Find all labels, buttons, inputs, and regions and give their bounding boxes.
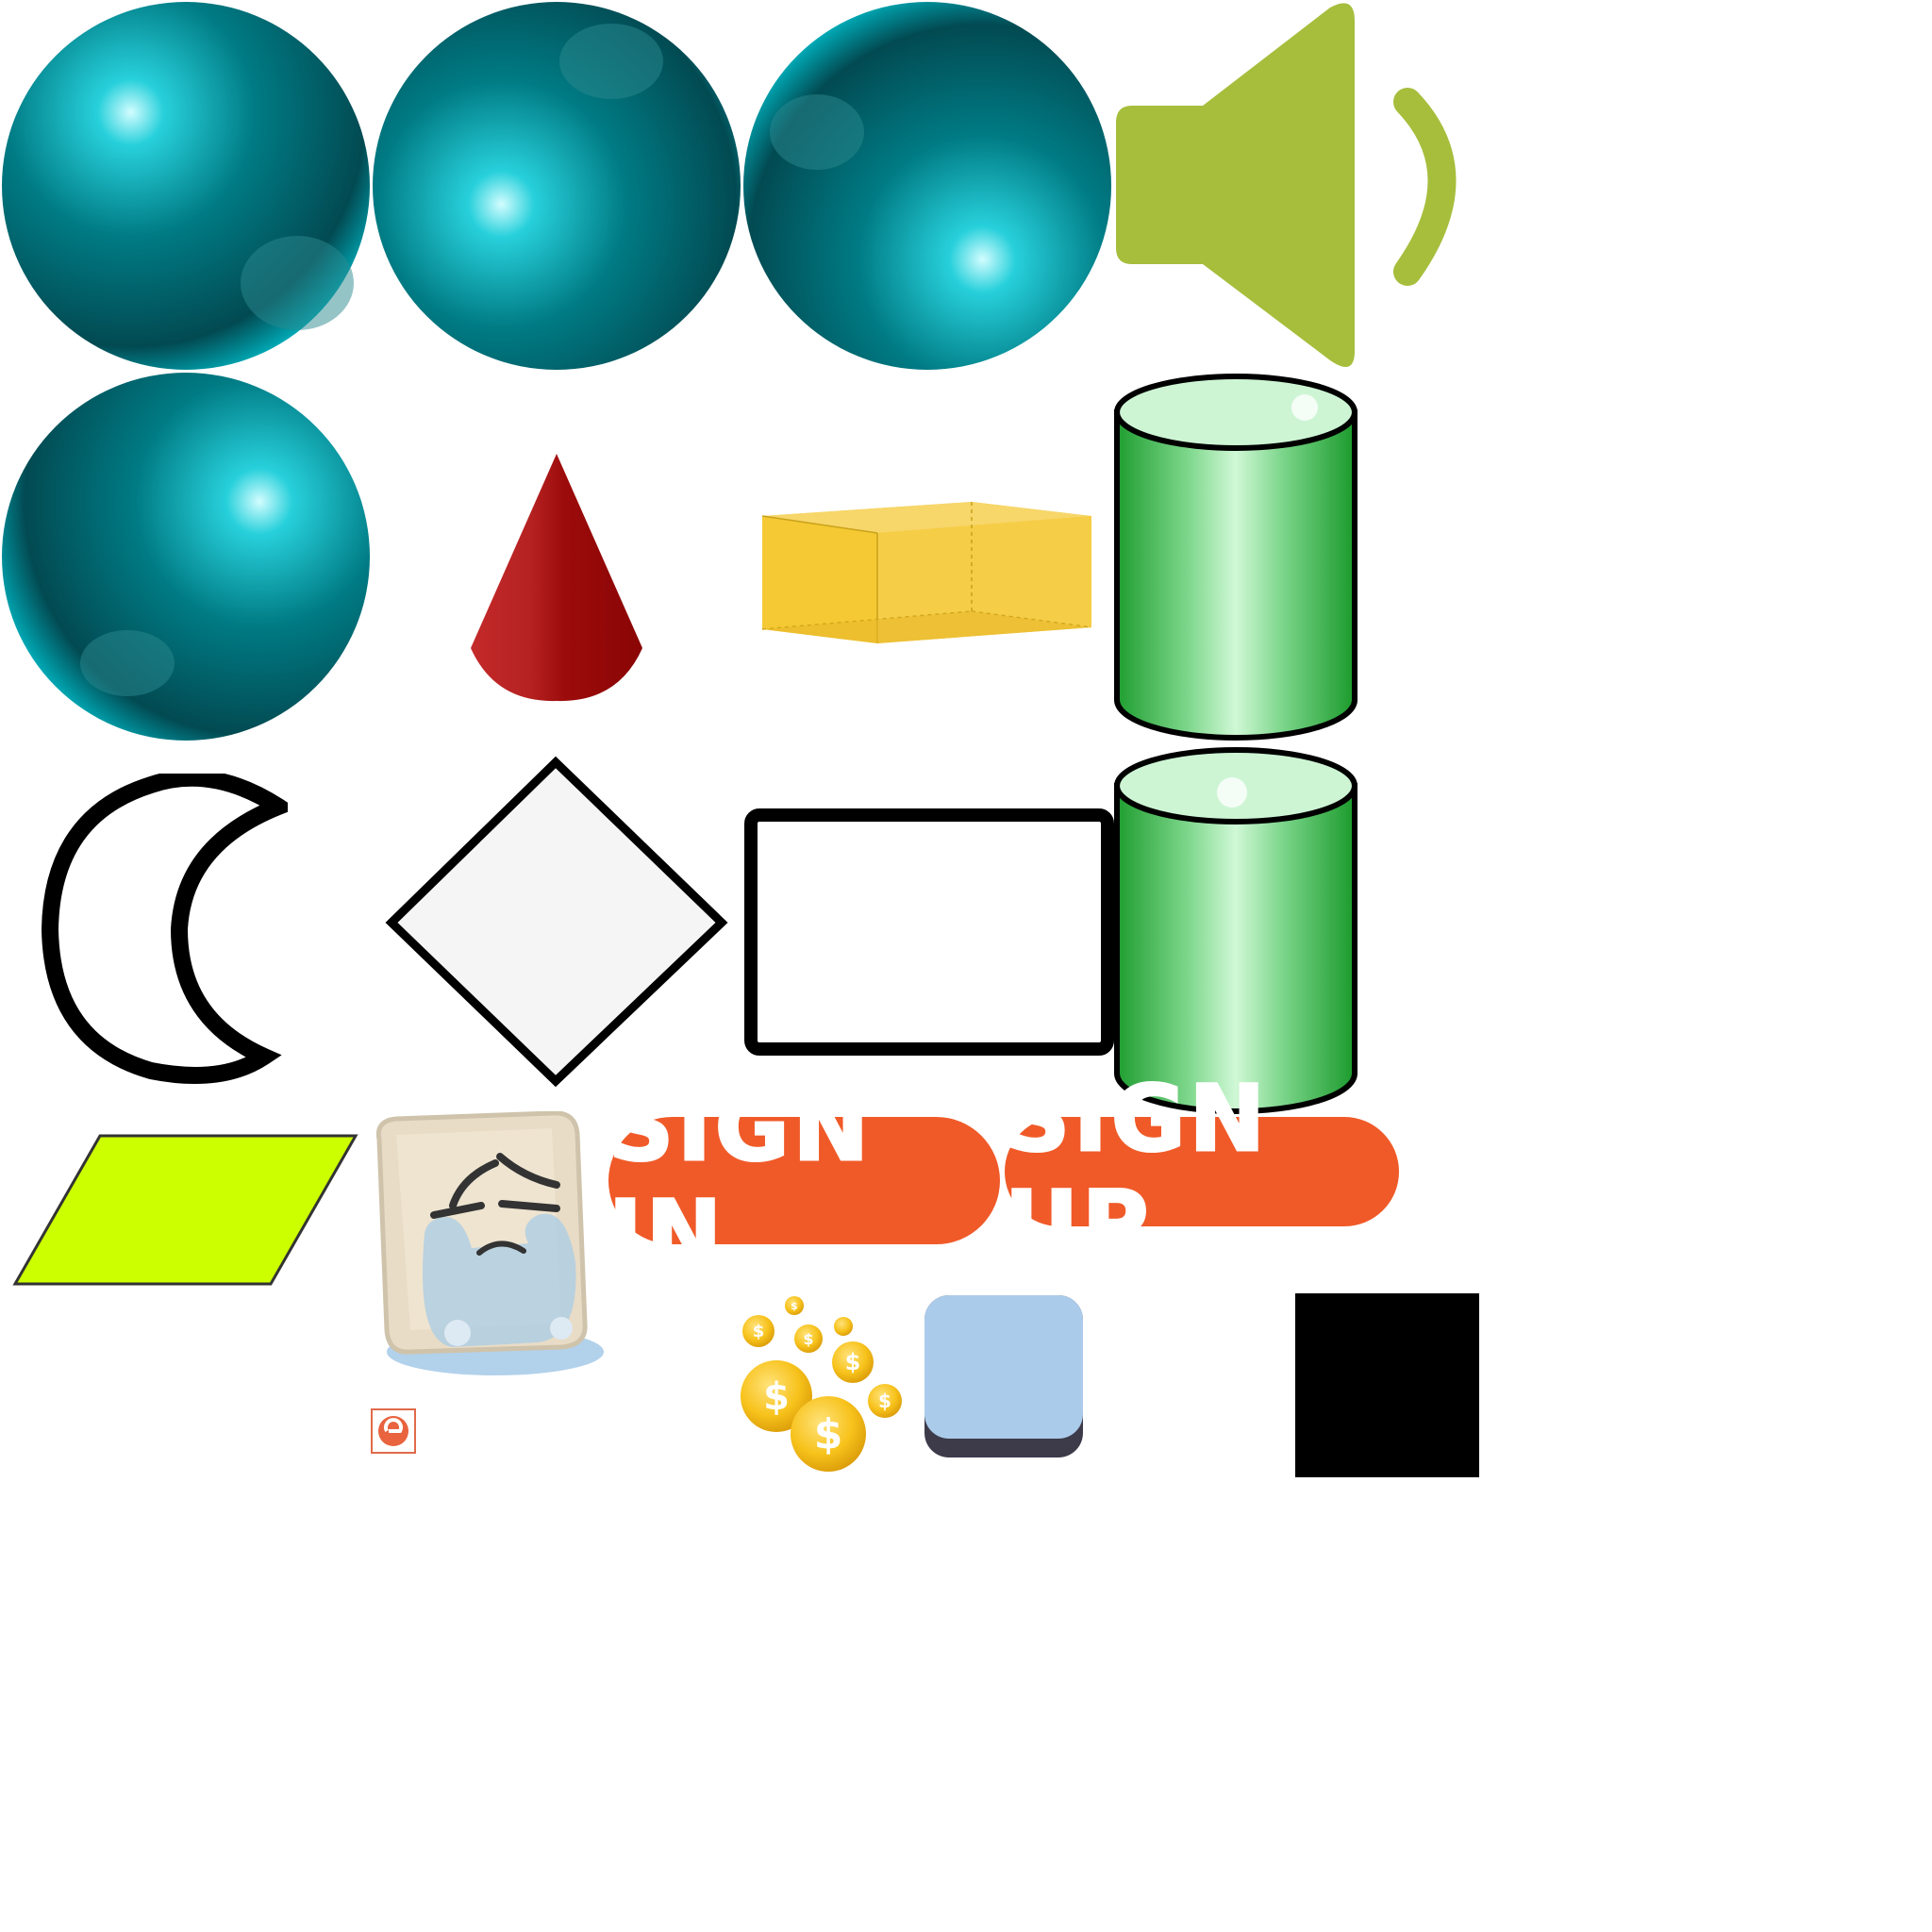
diamond-icon: [385, 756, 728, 1088]
svg-text:$: $: [803, 1330, 813, 1348]
rounded-rectangle-icon: [744, 808, 1114, 1056]
sign-up-button[interactable]: SIGN UP: [1004, 1065, 1399, 1279]
cylinder-icon: [1114, 747, 1357, 1114]
sphere-icon: [2, 373, 370, 741]
sign-up-label: SIGN UP: [1004, 1065, 1269, 1279]
svg-text:$: $: [845, 1349, 861, 1375]
black-square-icon: [1295, 1293, 1479, 1477]
sphere-icon: [743, 2, 1111, 370]
speaker-icon: [1116, 3, 1457, 368]
svg-text:$: $: [814, 1410, 843, 1458]
sphere-icon: [2, 2, 370, 370]
sign-in-label: SIGN IN: [608, 1074, 873, 1288]
crying-face-icon: [375, 1111, 604, 1375]
square-button-icon[interactable]: [924, 1295, 1083, 1457]
cone-icon: [471, 454, 642, 702]
small-logo-icon: [371, 1408, 416, 1454]
box-icon: [761, 502, 1092, 643]
svg-text:$: $: [791, 1300, 798, 1312]
coins-icon: $ $ $ $ $ $ $: [741, 1296, 902, 1472]
svg-text:$: $: [753, 1322, 765, 1341]
svg-text:$: $: [878, 1390, 891, 1412]
cylinder-icon: [1114, 374, 1357, 741]
sphere-icon: [373, 2, 741, 370]
svg-text:$: $: [763, 1375, 790, 1419]
sign-in-button[interactable]: SIGN IN: [608, 1074, 1000, 1288]
crescent-moon-icon: [41, 774, 288, 1084]
parallelogram-icon: [12, 1134, 358, 1286]
